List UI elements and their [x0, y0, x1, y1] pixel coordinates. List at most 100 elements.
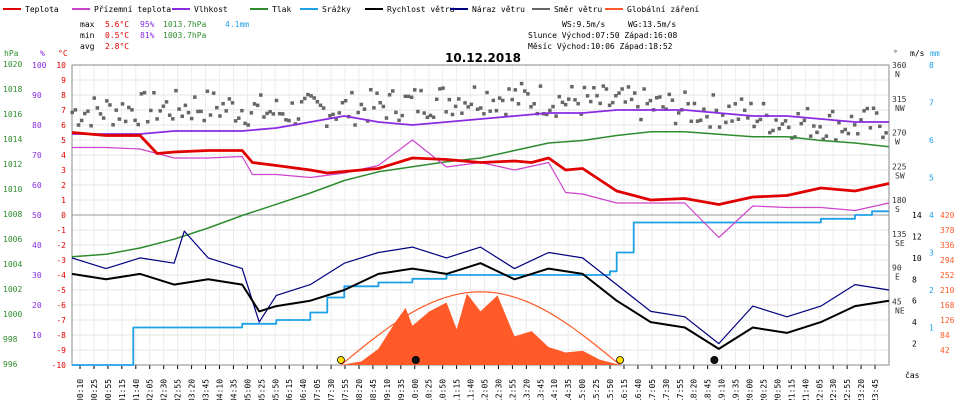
x-tick-label: 18:20: [690, 379, 699, 400]
wind-direction-point: [255, 103, 260, 108]
y-tick-label: -1: [56, 226, 66, 235]
wind-direction-point: [457, 97, 461, 101]
x-tick-label: 05:50: [271, 379, 280, 400]
info-sun: Slunce Východ:07:50 Západ:16:08: [528, 31, 677, 40]
y-tick-label: 14: [912, 211, 922, 220]
wind-direction-point: [796, 111, 800, 116]
y-tick-label: 2: [929, 286, 934, 295]
wind-direction-point: [874, 111, 879, 115]
series-pressure: [71, 130, 890, 258]
wind-direction-point: [133, 118, 137, 123]
wind-direction-point: [271, 112, 276, 116]
wind-direction-point: [475, 107, 480, 112]
x-tick-label: 05:00: [243, 379, 252, 400]
wind-direction-point: [548, 108, 552, 113]
wind-direction-point: [686, 101, 690, 106]
wind-direction-point: [381, 104, 386, 109]
wind-direction-point: [884, 131, 888, 135]
y-tick-label: 7: [61, 106, 66, 115]
x-tick-label: 05:25: [257, 379, 266, 400]
wind-direction-point: [563, 102, 568, 107]
wind-direction-point: [805, 106, 810, 111]
wind-direction-point: [683, 90, 687, 94]
wind-direction-point: [268, 109, 272, 114]
wind-direction-point: [208, 113, 213, 117]
y-tick-label: -10: [52, 361, 67, 370]
wind-direction-point: [736, 117, 741, 121]
wind-direction-point: [768, 130, 772, 135]
wind-direction-point: [265, 111, 269, 116]
wind-direction-point: [127, 105, 131, 110]
wind-direction-point: [824, 134, 829, 138]
wind-direction-point: [171, 117, 175, 121]
x-tick-label: 16:40: [634, 379, 643, 400]
wind-direction-point: [218, 114, 222, 118]
y-tick-label: 12: [912, 232, 922, 241]
y-tick-label: 5: [929, 174, 934, 183]
wind-direction-point: [752, 124, 756, 129]
wind-direction-point: [695, 119, 700, 123]
stat-min-press: 1003.7hPa: [163, 31, 207, 40]
wind-direction-point: [73, 108, 78, 112]
wind-direction-point: [117, 117, 122, 121]
wind-direction-point: [145, 119, 150, 124]
y-tick-label: 8: [912, 275, 917, 284]
y-tick-label: N: [895, 70, 900, 79]
wind-direction-point: [560, 100, 565, 105]
stat-max-temp: 5.6°C: [105, 20, 129, 29]
x-tick-label: 01:15: [118, 379, 127, 400]
wind-direction-point: [862, 109, 866, 113]
wind-direction-point: [783, 119, 788, 123]
wind-direction-point: [711, 93, 716, 97]
y-tick-label: 6: [912, 297, 917, 306]
x-tick-label: 09:10: [383, 379, 392, 400]
x-tick-label: 04:10: [215, 379, 224, 400]
wind-direction-point: [419, 88, 423, 93]
wind-direction-point: [400, 113, 404, 118]
y-tick-label: 3: [61, 166, 66, 175]
wind-direction-point: [130, 108, 134, 112]
wind-direction-point: [372, 106, 376, 110]
wind-direction-point: [108, 103, 112, 107]
wind-direction-point: [667, 92, 672, 97]
wind-direction-point: [403, 94, 408, 99]
stat-max-hum: 95%: [140, 20, 155, 29]
wind-direction-point: [337, 111, 342, 115]
wind-direction-point: [617, 91, 621, 95]
wind-direction-point: [438, 87, 442, 91]
wind-direction-point: [645, 101, 650, 106]
wind-direction-point: [233, 119, 238, 123]
wind-direction-point: [629, 97, 634, 102]
wind-direction-point: [846, 131, 851, 136]
x-tick-label: 20:50: [773, 379, 782, 400]
wind-direction-point: [196, 109, 200, 114]
wind-direction-point: [378, 100, 382, 105]
wind-direction-point: [881, 135, 885, 140]
wind-direction-point: [394, 110, 398, 115]
wind-direction-point: [252, 102, 257, 106]
wind-direction-point: [409, 95, 414, 100]
y-tick-label: 90: [892, 264, 902, 273]
info-moon: Měsíc Východ:10:06 Západ:18:52: [528, 42, 673, 51]
y-tick-label: 270: [892, 129, 907, 138]
wind-direction-point: [86, 109, 90, 113]
y-tick-label: 42: [940, 346, 950, 355]
wind-direction-point: [799, 121, 804, 126]
wind-direction-point: [849, 114, 854, 119]
y-tick-label: SW: [895, 171, 905, 180]
legend-item: Náraz větru: [472, 5, 525, 14]
y-tick-label: 6: [61, 121, 66, 130]
y-tick-label: 50: [32, 211, 42, 220]
legend-item: Přízemní teplota: [94, 5, 171, 14]
y-tick-label: 4: [61, 151, 66, 160]
y-tick-label: 30: [32, 271, 42, 280]
wind-direction-point: [325, 124, 329, 128]
y-tick-label: 252: [940, 271, 955, 280]
wind-direction-point: [761, 101, 766, 106]
x-tick-label: 18:45: [704, 379, 713, 400]
wind-direction-point: [211, 91, 216, 95]
x-tick-label: 20:25: [759, 379, 768, 400]
stats-block: max 5.6°C 95% 1013.7hPa 4.1mm min 0.5°C …: [80, 20, 249, 51]
stat-min-label: min: [80, 31, 95, 40]
